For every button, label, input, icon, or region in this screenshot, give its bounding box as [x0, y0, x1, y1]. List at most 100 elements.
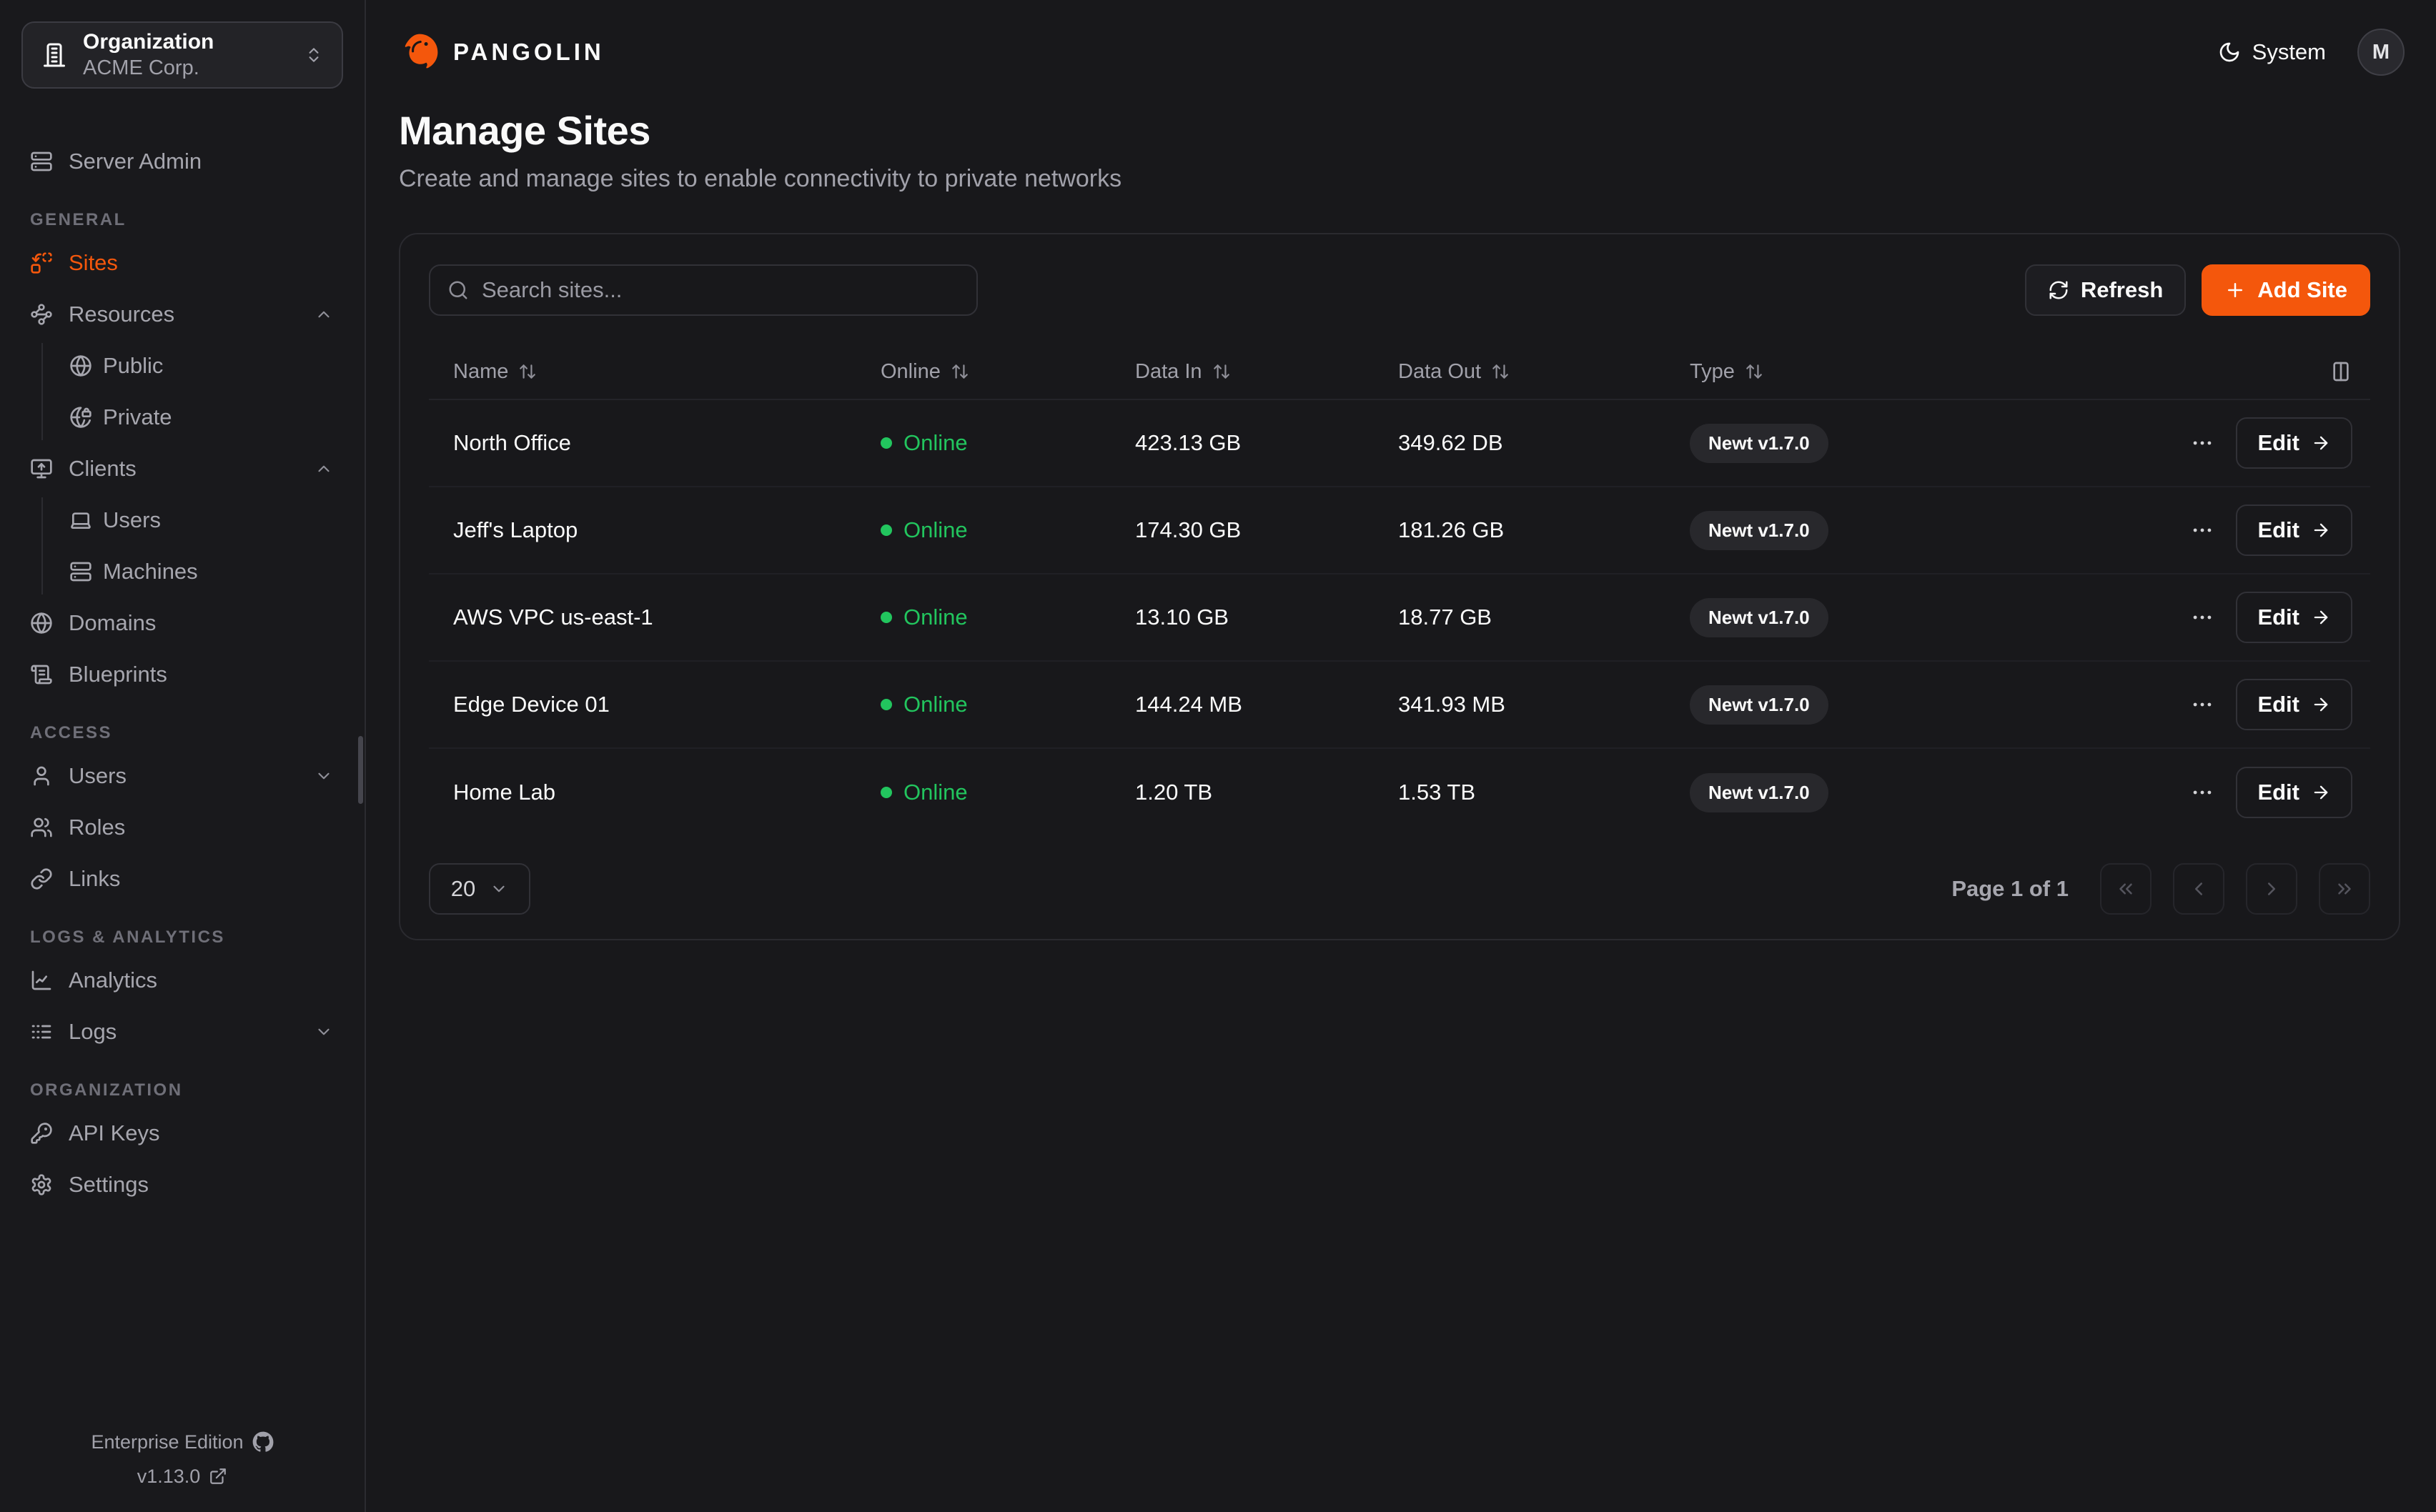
column-label: Type — [1690, 359, 1735, 383]
sidebar-item-domains[interactable]: Domains — [21, 600, 343, 646]
row-menu-button[interactable] — [2190, 518, 2214, 542]
sidebar-item-machines[interactable]: Machines — [61, 549, 343, 595]
sidebar-item-label: Sites — [69, 250, 118, 275]
status-badge: Online — [856, 605, 1111, 630]
column-header-name[interactable]: Name — [429, 360, 856, 384]
sidebar-item-sites[interactable]: Sites — [21, 240, 343, 286]
edit-button[interactable]: Edit — [2236, 767, 2352, 818]
column-header-online[interactable]: Online — [856, 360, 1111, 384]
previous-page-button[interactable] — [2173, 863, 2224, 915]
laptop-icon — [69, 509, 92, 532]
data-in-value: 174.30 GB — [1135, 517, 1242, 542]
theme-toggle[interactable]: System — [2218, 39, 2326, 65]
page-size-select[interactable]: 20 — [429, 863, 530, 915]
data-in-value: 1.20 TB — [1135, 780, 1213, 805]
sidebar-item-links[interactable]: Links — [21, 856, 343, 902]
sidebar-item-label: Blueprints — [69, 662, 167, 687]
edit-button[interactable]: Edit — [2236, 417, 2352, 469]
online-dot-icon — [881, 612, 892, 623]
sidebar-item-resources[interactable]: Resources — [21, 292, 343, 337]
online-dot-icon — [881, 437, 892, 449]
row-menu-button[interactable] — [2190, 431, 2214, 455]
row-menu-button[interactable] — [2190, 605, 2214, 630]
last-page-button[interactable] — [2319, 863, 2370, 915]
table-footer: 20 Page 1 of 1 — [429, 863, 2370, 915]
site-name: Home Lab — [453, 780, 556, 805]
search-input[interactable] — [482, 277, 959, 303]
avatar[interactable]: M — [2357, 29, 2405, 76]
version-label: v1.13.0 — [137, 1466, 201, 1487]
next-page-button[interactable] — [2246, 863, 2297, 915]
chevron-up-icon — [315, 459, 333, 478]
data-out-value: 181.26 GB — [1398, 517, 1505, 542]
edit-label: Edit — [2257, 430, 2299, 455]
globe-icon — [30, 612, 53, 635]
edition-label: Enterprise Edition — [91, 1431, 244, 1453]
card-toolbar: Refresh Add Site — [429, 264, 2370, 316]
table-row: North Office Online 423.13 GB 349.62 DB … — [429, 400, 2370, 487]
sidebar-item-logs[interactable]: Logs — [21, 1009, 343, 1055]
arrow-right-icon — [2311, 433, 2331, 453]
sidebar-nav: Server Admin GENERAL Sites Resources Pub… — [0, 110, 365, 1208]
arrow-right-icon — [2311, 607, 2331, 627]
column-label: Online — [881, 359, 941, 383]
sidebar-item-client-users[interactable]: Users — [61, 497, 343, 543]
search-icon — [447, 279, 469, 301]
arrow-right-icon — [2311, 520, 2331, 540]
org-switcher-value: ACME Corp. — [83, 56, 199, 79]
sidebar-item-label: Private — [103, 404, 172, 429]
version-link[interactable]: v1.13.0 — [137, 1459, 201, 1493]
sidebar-item-label: Analytics — [69, 968, 158, 993]
edit-button[interactable]: Edit — [2236, 679, 2352, 730]
section-label-general: GENERAL — [30, 210, 127, 229]
sort-icon — [1212, 362, 1231, 381]
building-icon — [41, 42, 67, 68]
monitor-up-icon — [30, 457, 53, 480]
column-header-data-out[interactable]: Data Out — [1374, 360, 1665, 384]
type-badge: Newt v1.7.0 — [1690, 423, 1828, 463]
refresh-button[interactable]: Refresh — [2024, 264, 2187, 316]
column-label: Data In — [1135, 359, 1202, 383]
first-page-button[interactable] — [2100, 863, 2152, 915]
add-site-button[interactable]: Add Site — [2202, 264, 2370, 316]
arrow-right-icon — [2311, 695, 2331, 715]
table-row: Home Lab Online 1.20 TB 1.53 TB Newt v1.… — [429, 749, 2370, 836]
data-out-value: 18.77 GB — [1398, 605, 1492, 630]
org-switcher[interactable]: Organization ACME Corp. — [21, 21, 343, 89]
sidebar-item-private[interactable]: Private — [61, 394, 343, 440]
sidebar-item-analytics[interactable]: Analytics — [21, 958, 343, 1003]
section-label-logs-analytics: LOGS & ANALYTICS — [30, 927, 225, 947]
sidebar-item-users[interactable]: Users — [21, 753, 343, 799]
columns-toggle-icon[interactable] — [2329, 360, 2352, 383]
edit-label: Edit — [2257, 605, 2299, 630]
sidebar-item-blueprints[interactable]: Blueprints — [21, 652, 343, 697]
sidebar-scrollbar[interactable] — [358, 736, 363, 804]
column-header-type[interactable]: Type — [1665, 360, 2070, 384]
sidebar-item-api-keys[interactable]: API Keys — [21, 1110, 343, 1156]
sidebar-item-roles[interactable]: Roles — [21, 805, 343, 850]
sites-icon — [30, 252, 53, 274]
site-name: Edge Device 01 — [453, 692, 610, 717]
online-dot-icon — [881, 787, 892, 798]
github-link[interactable] — [252, 1431, 274, 1453]
site-name: North Office — [453, 430, 571, 455]
type-badge: Newt v1.7.0 — [1690, 772, 1828, 812]
sidebar-item-settings[interactable]: Settings — [21, 1162, 343, 1208]
edit-button[interactable]: Edit — [2236, 504, 2352, 556]
column-label: Name — [453, 359, 509, 383]
refresh-label: Refresh — [2080, 277, 2164, 302]
sidebar-footer: Enterprise Edition v1.13.0 — [0, 1425, 365, 1493]
chevron-down-icon — [315, 1023, 333, 1041]
edit-button[interactable]: Edit — [2236, 592, 2352, 643]
sidebar-item-public[interactable]: Public — [61, 343, 343, 389]
online-dot-icon — [881, 699, 892, 710]
row-menu-button[interactable] — [2190, 780, 2214, 805]
sidebar-item-server-admin[interactable]: Server Admin — [21, 139, 343, 184]
row-menu-button[interactable] — [2190, 692, 2214, 717]
status-badge: Online — [856, 517, 1111, 543]
page-label: Page 1 of 1 — [1951, 876, 2069, 901]
topbar: PANGOLIN System M — [366, 0, 2436, 76]
column-header-data-in[interactable]: Data In — [1111, 360, 1374, 384]
sidebar-item-clients[interactable]: Clients — [21, 446, 343, 492]
